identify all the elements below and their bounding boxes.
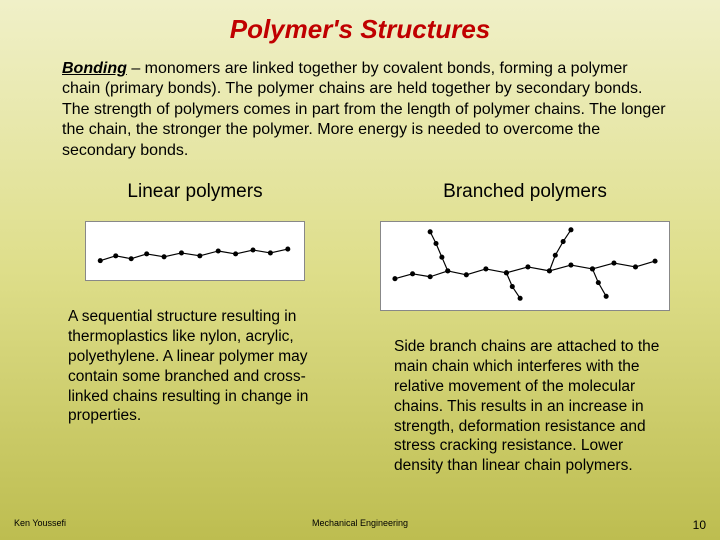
- intro-paragraph: Bonding – monomers are linked together b…: [0, 59, 720, 161]
- right-column: Branched polymers Side branch chains are…: [370, 181, 680, 476]
- linear-polymer-diagram: [85, 221, 305, 281]
- intro-text: – monomers are linked together by covale…: [62, 60, 666, 159]
- columns-container: Linear polymers A sequential structure r…: [0, 161, 720, 476]
- branched-polymer-diagram: [380, 221, 670, 311]
- right-description: Side branch chains are attached to the m…: [370, 337, 680, 476]
- bonding-label: Bonding: [62, 60, 127, 77]
- left-description: A sequential structure resulting in ther…: [40, 307, 350, 426]
- footer-author: Ken Youssefi: [14, 518, 66, 532]
- slide-footer: Ken Youssefi Mechanical Engineering 10: [0, 518, 720, 532]
- slide-title: Polymer's Structures: [0, 0, 720, 59]
- left-column: Linear polymers A sequential structure r…: [40, 181, 350, 476]
- footer-department: Mechanical Engineering: [312, 518, 408, 528]
- footer-page-number: 10: [693, 518, 706, 532]
- right-heading: Branched polymers: [370, 181, 680, 203]
- left-heading: Linear polymers: [40, 181, 350, 203]
